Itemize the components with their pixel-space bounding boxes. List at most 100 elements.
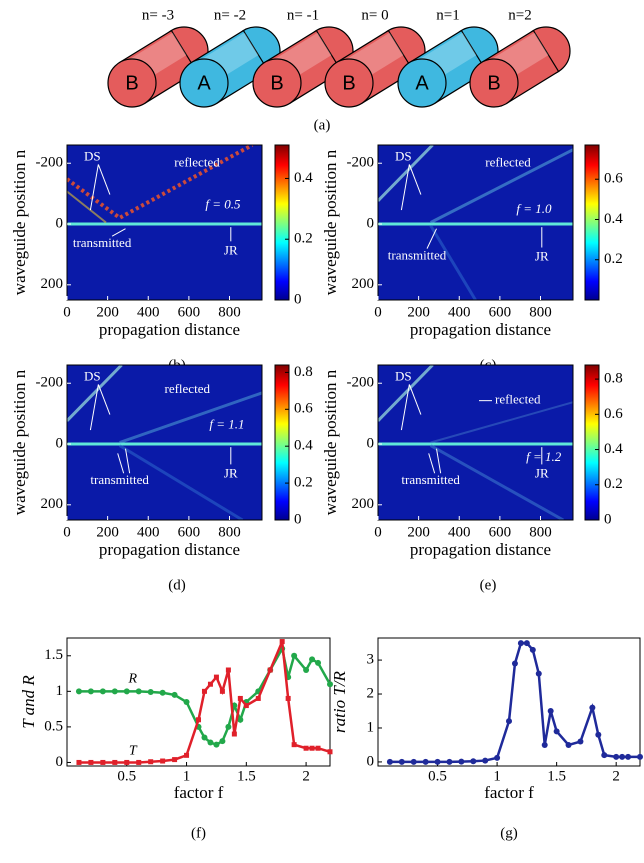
y-tick-label: 0.5 <box>44 718 63 734</box>
beam <box>378 145 434 202</box>
x-axis-label: propagation distance <box>99 540 240 559</box>
marker <box>207 739 214 746</box>
annotation: JR <box>224 465 238 480</box>
caption: (g) <box>500 825 518 841</box>
series-label: T <box>129 743 138 758</box>
marker <box>207 681 213 687</box>
x-tick-label: 0 <box>374 524 382 540</box>
annotation: transmitted <box>73 235 132 250</box>
beam <box>67 190 107 224</box>
y-tick-label: -200 <box>347 375 375 391</box>
marker <box>99 688 106 695</box>
x-tick-label: 1.5 <box>237 768 256 784</box>
beam <box>118 444 244 520</box>
x-tick-label: 0.5 <box>117 768 136 784</box>
y-tick-label: -200 <box>36 155 64 171</box>
plot-frame <box>377 637 641 767</box>
marker <box>303 667 310 673</box>
x-tick-label: 800 <box>218 524 241 540</box>
annotation: transmitted <box>388 248 447 263</box>
series-label: R <box>127 671 137 686</box>
marker <box>148 759 154 765</box>
marker <box>291 742 297 748</box>
marker <box>315 659 322 666</box>
marker <box>637 753 643 760</box>
x-tick-label: 0 <box>374 304 382 320</box>
plot-frame <box>66 144 263 301</box>
colorbar-tick-label: 0.2 <box>604 476 623 492</box>
marker <box>529 646 536 653</box>
marker <box>267 667 273 673</box>
x-tick-label: 1 <box>183 768 191 784</box>
x-tick-label: 600 <box>489 304 512 320</box>
marker <box>184 752 190 758</box>
marker <box>219 688 225 694</box>
beam <box>119 391 262 444</box>
annotation-pointer <box>111 228 126 237</box>
heatmap-background <box>67 145 262 300</box>
x-tick-label: 800 <box>218 304 241 320</box>
y-axis-label: ratio T/R <box>330 670 349 732</box>
marker <box>243 703 249 709</box>
marker <box>625 753 632 760</box>
colorbar-tick-label: 0.2 <box>294 475 313 491</box>
x-tick-label: 1 <box>493 768 501 784</box>
marker <box>309 656 316 663</box>
marker <box>225 667 231 673</box>
cylinder <box>469 26 571 108</box>
annotation: f = 1.0 <box>516 201 552 216</box>
annotation-pointer <box>400 164 410 211</box>
marker <box>172 757 178 763</box>
marker <box>291 652 298 659</box>
annotation: JR <box>535 248 549 263</box>
marker <box>523 640 530 647</box>
y-tick-label: 0 <box>367 215 375 231</box>
x-tick-label: 200 <box>407 524 430 540</box>
y-tick-label: 0 <box>367 435 375 451</box>
marker <box>237 695 243 701</box>
line-series <box>78 645 332 747</box>
y-tick-label: 0 <box>56 754 64 770</box>
y-tick-label: -200 <box>36 375 64 391</box>
colorbar <box>584 364 600 521</box>
y-axis-label: waveguide position n <box>10 369 29 515</box>
caption: (d) <box>168 577 186 593</box>
y-tick-label: 200 <box>41 496 64 512</box>
marker <box>196 717 201 723</box>
marker <box>494 754 501 761</box>
annotation-pointer <box>428 453 436 474</box>
marker <box>577 738 584 745</box>
cylinder-label: n=2 <box>508 7 531 23</box>
marker <box>470 758 477 765</box>
marker <box>76 759 82 765</box>
x-tick-label: 800 <box>529 524 552 540</box>
cylinder-front <box>252 58 302 108</box>
y-tick-label: 0 <box>367 753 375 769</box>
annotation-pointer <box>426 228 437 249</box>
colorbar-tick-label: 0 <box>294 511 302 527</box>
x-tick-label: 600 <box>178 304 201 320</box>
marker <box>159 689 166 696</box>
cylinder-letter: B <box>487 72 500 94</box>
x-tick-label: 400 <box>448 524 471 540</box>
colorbar <box>274 364 290 521</box>
colorbar-tick-label: 0.4 <box>294 438 313 454</box>
marker <box>535 670 542 677</box>
annotation-pointer <box>125 448 131 474</box>
colorbar-tick-label: 0.6 <box>294 401 313 417</box>
y-tick-label: -200 <box>347 155 375 171</box>
colorbar-tick-label: 0 <box>604 511 612 527</box>
y-tick-label: 200 <box>352 496 375 512</box>
marker <box>213 674 219 680</box>
marker <box>541 741 548 748</box>
cylinder-letter: A <box>415 72 429 94</box>
x-tick-label: 0 <box>63 524 71 540</box>
cylinder <box>252 26 354 108</box>
x-tick-label: 200 <box>407 304 430 320</box>
cylinder-label: n= 0 <box>361 7 388 23</box>
marker <box>446 758 453 765</box>
annotation: DS <box>395 368 412 383</box>
colorbar <box>584 144 600 301</box>
annotation: reflected <box>174 155 220 170</box>
annotation-pointer <box>408 164 422 195</box>
